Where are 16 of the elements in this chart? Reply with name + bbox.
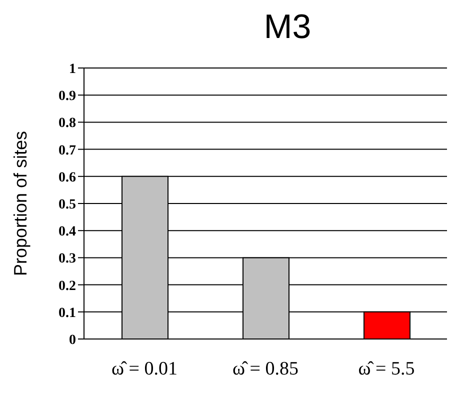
y-tick-label: 0 [69, 332, 76, 348]
x-tick-label: ω̂ = 0.85 [232, 358, 298, 380]
y-tick-label: 0.1 [58, 306, 76, 321]
y-tick-label: 0.2 [58, 278, 76, 294]
x-tick-label: ω̂ = 5.5 [358, 358, 415, 380]
y-tick-label: 0.4 [58, 224, 76, 240]
y-tick-label: 0.7 [58, 143, 76, 158]
y-tick-label: 0.5 [58, 197, 76, 212]
chart-title: M3 [262, 8, 312, 48]
y-tick-label: 0.8 [58, 116, 76, 132]
y-axis-title: Proportion of sites [10, 130, 30, 276]
x-tick-label: ω̂ = 0.01 [112, 358, 178, 380]
y-tick-label: 0.6 [58, 170, 76, 186]
y-tick-label: 0.3 [58, 252, 76, 267]
y-tick-label: 0.9 [58, 89, 76, 104]
y-tick-label: 1 [69, 62, 76, 77]
